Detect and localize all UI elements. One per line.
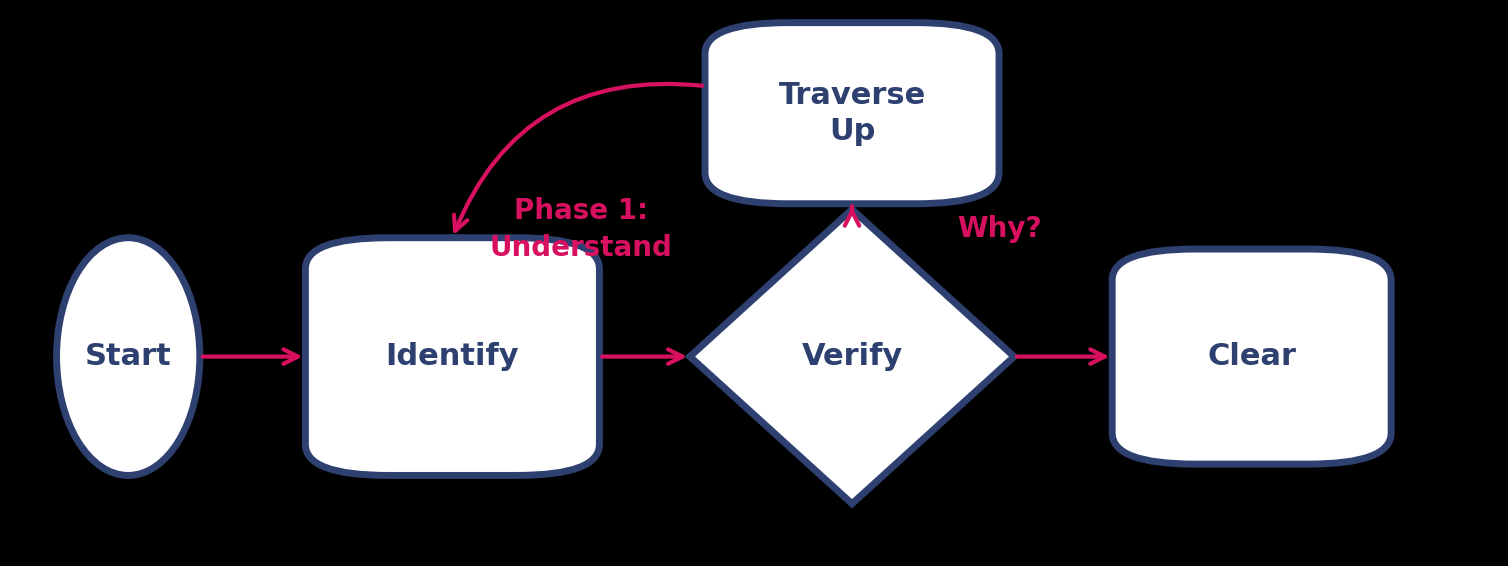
Polygon shape xyxy=(689,209,1013,504)
Ellipse shape xyxy=(57,238,199,475)
Text: Verify: Verify xyxy=(801,342,903,371)
Text: Clear: Clear xyxy=(1206,342,1297,371)
FancyBboxPatch shape xyxy=(305,238,599,475)
FancyBboxPatch shape xyxy=(1111,249,1390,464)
Text: Start: Start xyxy=(84,342,172,371)
FancyBboxPatch shape xyxy=(704,23,998,204)
Text: Traverse
Up: Traverse Up xyxy=(778,81,926,145)
Text: Phase 1:
Understand: Phase 1: Understand xyxy=(489,197,673,261)
Text: Identify: Identify xyxy=(386,342,519,371)
Text: Why?: Why? xyxy=(958,215,1042,243)
FancyArrowPatch shape xyxy=(454,84,703,231)
